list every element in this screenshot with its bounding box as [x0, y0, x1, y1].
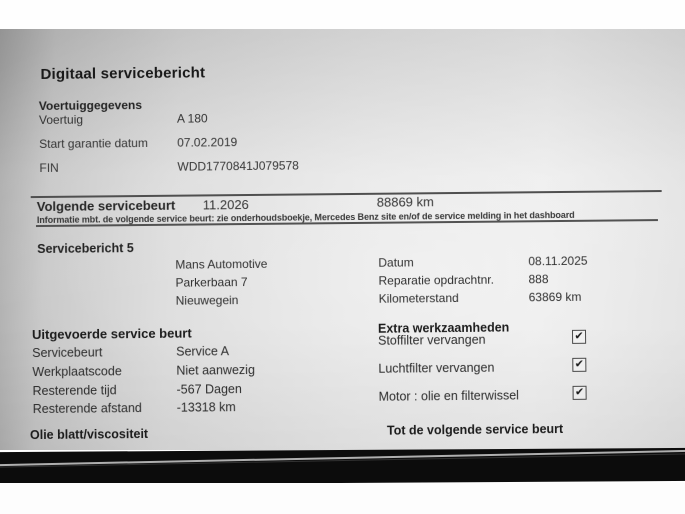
- workshop-code-value: Niet aanwezig: [176, 362, 255, 378]
- dust-filter-checkbox: ✔: [571, 329, 587, 344]
- dealer-city: Nieuwegein: [175, 293, 239, 308]
- warranty-start-value: 07.02.2019: [177, 135, 238, 150]
- vehicle-section-heading: Voertuiggegevens: [38, 98, 143, 114]
- divider-top: [30, 190, 662, 199]
- vehicle-value: A 180: [176, 111, 208, 126]
- oil-filter-change-label: Motor : olie en filterwissel: [378, 388, 520, 404]
- vehicle-label: Voertuig: [38, 112, 84, 128]
- service-report-heading: Servicebericht 5: [37, 241, 134, 257]
- next-service-mileage: 88869 km: [376, 194, 434, 210]
- next-service-heading: Volgende servicebeurt: [36, 197, 176, 215]
- dealer-name: Mans Automotive: [175, 256, 268, 272]
- paper-edge-highlight: [0, 449, 685, 468]
- fin-label: FIN: [39, 160, 59, 176]
- remaining-time-label: Resterende tijd: [32, 383, 117, 399]
- checkmark-icon: ✔: [574, 329, 584, 342]
- service-type-label: Servicebeurt: [32, 345, 103, 361]
- fin-value: WDD1770841J079578: [177, 158, 299, 174]
- remaining-distance-label: Resterende afstand: [32, 401, 142, 417]
- bottom-white-strip: [0, 483, 685, 514]
- service-type-value: Service A: [176, 344, 230, 359]
- air-filter-checkbox: ✔: [572, 357, 587, 372]
- oil-filter-change-checkbox: ✔: [572, 385, 587, 400]
- odometer-label: Kilometerstand: [378, 290, 459, 306]
- workshop-code-label: Werkplaatscode: [32, 364, 122, 380]
- date-value: 08.11.2025: [528, 253, 588, 269]
- performed-service-heading: Uitgevoerde service beurt: [31, 325, 192, 343]
- document-title: Digitaal servicebericht: [40, 64, 206, 83]
- dealer-street: Parkerbaan 7: [175, 275, 248, 290]
- next-service-date: 11.2026: [202, 196, 249, 213]
- oil-viscosity-heading: Olie blatt/viscositeit: [29, 426, 149, 443]
- printed-content: Digitaal servicebericht Voertuiggegevens…: [0, 29, 685, 450]
- date-label: Datum: [378, 255, 414, 270]
- until-next-service-heading: Tot de volgende service beurt: [386, 421, 564, 438]
- remaining-time-value: -567 Dagen: [176, 382, 242, 397]
- table-surface: [0, 447, 685, 486]
- air-filter-label: Luchtfilter vervangen: [378, 360, 495, 376]
- repair-order-value: 888: [528, 272, 549, 287]
- dust-filter-label: Stoffilter vervangen: [378, 332, 486, 348]
- repair-order-label: Reparatie opdrachtnr.: [378, 272, 494, 288]
- checkmark-icon: ✔: [574, 385, 585, 398]
- checkmark-icon: ✔: [574, 357, 584, 370]
- odometer-value: 63869 km: [528, 289, 582, 305]
- service-report-paper: Digitaal servicebericht Voertuiggegevens…: [0, 29, 685, 450]
- remaining-distance-value: -13318 km: [176, 400, 236, 415]
- warranty-start-label: Start garantie datum: [39, 135, 148, 152]
